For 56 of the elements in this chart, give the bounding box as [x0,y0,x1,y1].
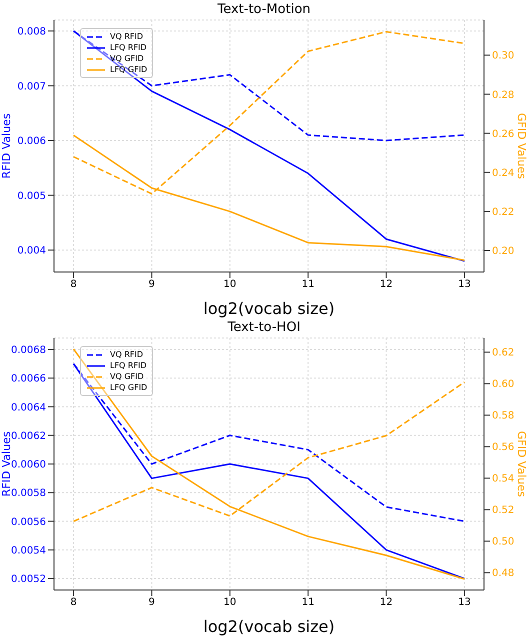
y-tick-label: 0.0062 [11,430,46,442]
y-tick-label: 0.0052 [11,574,46,586]
y2-tick-label: 0.50 [492,536,514,548]
y2-axis-title: GFID Values [515,431,528,498]
x-tick-label: 11 [302,279,314,290]
legend-label: LFQ RFID [110,360,147,371]
y-tick-label: 0.0068 [11,345,46,356]
y2-tick-label: 0.22 [492,206,514,218]
x-tick-label: 11 [302,597,314,608]
y-tick-label: 0.004 [17,246,46,257]
y2-tick-label: 0.56 [492,442,514,454]
chart-title: Text-to-Motion [216,2,312,17]
y2-tick-label: 0.28 [492,90,514,101]
legend-label: VQ GFID [110,53,144,64]
x-axis-title: log2(vocab size) [203,299,335,318]
y-tick-label: 0.007 [17,81,46,92]
y2-tick-label: 0.26 [492,128,514,140]
x-tick-label: 8 [70,597,77,608]
y2-tick-label: 0.62 [492,348,514,359]
x-tick-label: 9 [148,279,155,290]
legend-label: LFQ GFID [110,382,148,393]
x-tick-label: 10 [224,597,236,608]
y2-tick-label: 0.54 [492,474,514,485]
chart-title: Text-to-HOI [226,320,302,335]
y-tick-label: 0.006 [17,136,46,148]
legend-label: VQ RFID [110,349,143,360]
y-axis-title: RFID Values [0,113,13,179]
y-tick-label: 0.0056 [11,516,46,528]
x-tick-label: 9 [148,597,155,608]
y-tick-label: 0.0064 [11,402,46,414]
y-axis-title: RFID Values [0,431,13,497]
y2-axis-title: GFID Values [515,113,528,180]
legend-label: LFQ GFID [110,64,148,75]
y-tick-label: 0.0066 [11,374,46,385]
y2-tick-label: 0.60 [492,379,514,390]
legend-label: VQ GFID [110,371,144,382]
y-tick-label: 0.0054 [11,545,46,556]
x-tick-label: 12 [380,279,393,290]
y2-tick-label: 0.30 [492,50,514,62]
y-tick-label: 0.005 [17,190,46,202]
x-tick-label: 8 [70,279,77,290]
x-tick-label: 13 [458,597,471,608]
y-tick-label: 0.0058 [11,488,46,500]
y2-tick-label: 0.24 [492,168,514,179]
x-tick-label: 10 [224,279,236,290]
y2-tick-label: 0.52 [492,505,514,516]
x-axis-title: log2(vocab size) [203,617,335,636]
y2-tick-label: 0.20 [492,246,514,258]
y-tick-label: 0.008 [17,26,46,38]
y2-tick-label: 0.58 [492,410,514,422]
legend-label: LFQ RFID [110,42,147,53]
x-tick-label: 13 [458,279,471,290]
y2-tick-label: 0.48 [492,568,514,580]
legend-label: VQ RFID [110,31,143,42]
x-tick-label: 12 [380,597,393,608]
y-tick-label: 0.0060 [11,460,46,471]
